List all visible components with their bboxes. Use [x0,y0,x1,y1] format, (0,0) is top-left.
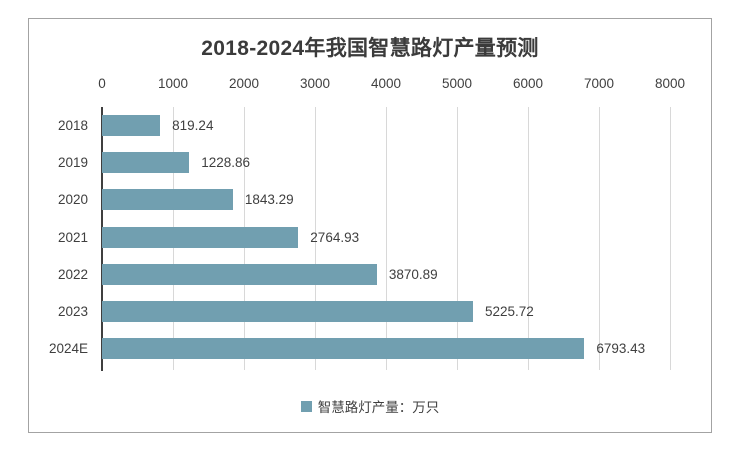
x-axis-tick-label: 5000 [441,76,473,91]
chart-title: 2018-2024年我国智慧路灯产量预测 [201,37,539,60]
gridline [456,107,458,370]
gridline [314,107,316,370]
plot-area: 819.24 1228.86 1843.29 2764.93 3870.89 5225.7… [101,107,671,371]
bar [102,300,474,322]
gridline [598,107,600,370]
x-axis-tick-label: 6000 [512,76,544,91]
category-label: 2019 [57,155,88,171]
x-axis-tick-labels: 0 1000 2000 3000 4000 5000 6000 7000 8000 [29,76,711,93]
bar-value-label: 3870.89 [388,266,438,282]
bar-value-label: 2764.93 [310,229,360,245]
bar-value-label: 6793.43 [596,340,646,356]
legend-marker-icon [300,400,312,412]
bar-value-label: 1843.29 [244,192,294,208]
category-label: 2021 [57,229,88,245]
category-label: 2023 [57,303,88,319]
bar-value-label: 5225.72 [485,303,534,319]
bar [102,226,299,248]
x-axis-tick-label: 8000 [654,76,686,91]
bar [102,152,190,174]
bar [102,115,161,137]
gridline [385,107,387,370]
legend-label: 智慧路灯产量：万只 [317,400,440,415]
x-axis-tick-label: 2000 [228,76,260,91]
bar [102,263,377,285]
category-label: 2024E [48,340,88,356]
bar-value-label: 1228.86 [201,155,251,171]
x-axis-tick-label: 1000 [157,76,189,91]
gridline [669,107,671,370]
gridline [527,107,529,370]
x-axis-tick-label: 0 [98,76,106,91]
category-label: 2018 [57,118,88,134]
bar-value-label: 819.24 [172,118,214,134]
bar [102,189,233,211]
x-axis-tick-label: 4000 [370,76,402,91]
bar [102,337,585,359]
x-axis-tick-label: 3000 [299,76,331,91]
x-axis-tick-label: 7000 [583,76,615,91]
category-label: 2020 [57,192,88,208]
bar-chart-container: 2018-2024年我国智慧路灯产量预测 0 1000 2000 3000 4000 50… [28,18,712,433]
legend: 智慧路灯产量：万只 [29,396,711,416]
category-label: 2022 [57,266,88,282]
